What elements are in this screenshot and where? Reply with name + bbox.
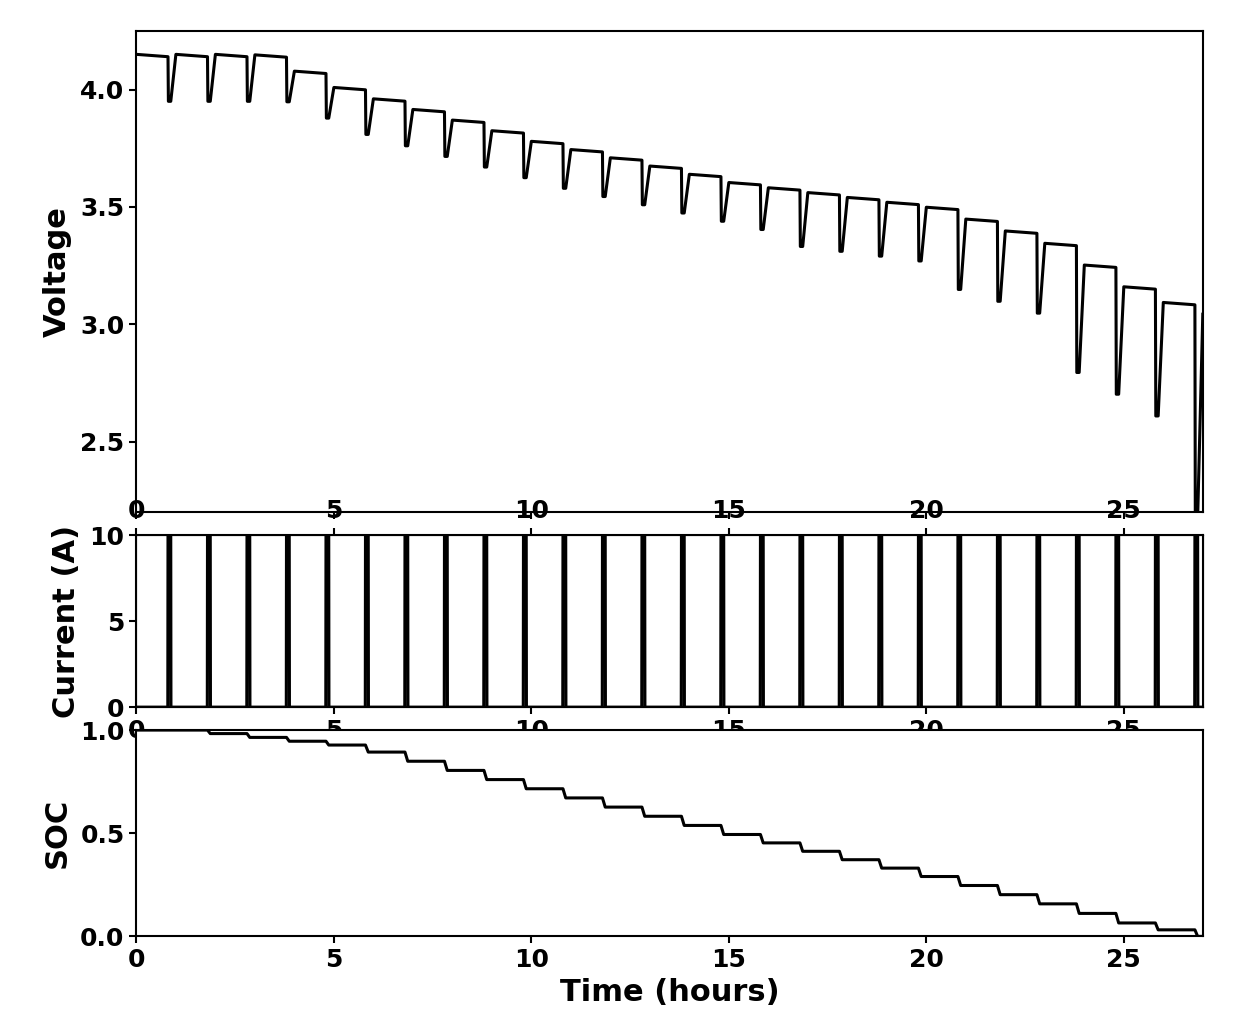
Y-axis label: Current (A): Current (A)	[52, 525, 82, 718]
Y-axis label: SOC: SOC	[43, 799, 72, 868]
Y-axis label: Voltage: Voltage	[43, 206, 72, 338]
X-axis label: Time (hours): Time (hours)	[559, 978, 780, 1006]
